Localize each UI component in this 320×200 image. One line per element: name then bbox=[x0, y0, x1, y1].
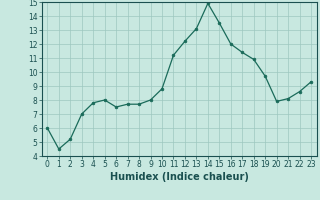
X-axis label: Humidex (Indice chaleur): Humidex (Indice chaleur) bbox=[110, 172, 249, 182]
